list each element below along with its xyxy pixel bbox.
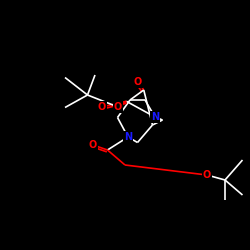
Text: O: O xyxy=(98,102,106,112)
Text: N: N xyxy=(151,112,159,122)
Text: O: O xyxy=(203,170,211,180)
Text: O: O xyxy=(114,102,122,112)
Text: O: O xyxy=(134,77,142,87)
Text: N: N xyxy=(124,132,132,142)
Text: O: O xyxy=(89,140,97,150)
